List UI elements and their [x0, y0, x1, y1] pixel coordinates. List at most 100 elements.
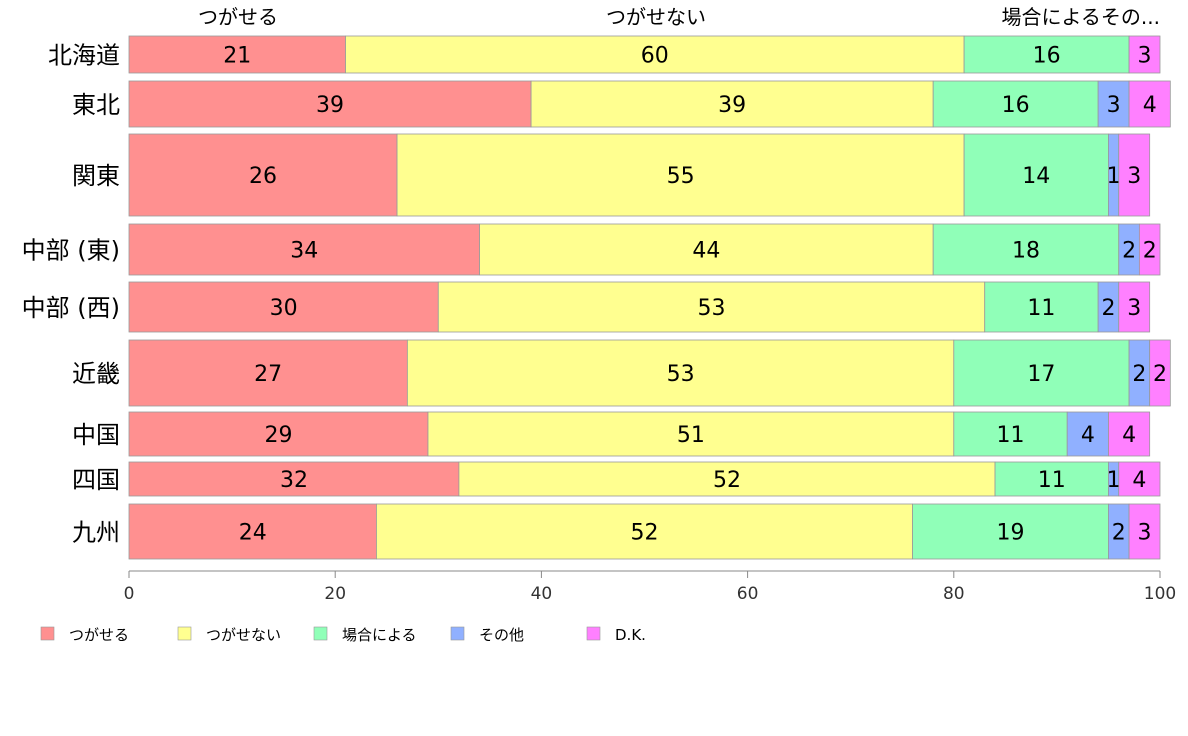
data-label: 2 [1122, 239, 1136, 264]
bar-segment [1138, 223, 1161, 276]
data-label: 4 [1143, 93, 1157, 118]
data-label: 16 [1033, 44, 1061, 69]
bar-segment [953, 411, 1068, 457]
x-axis: 0 20 40 60 80 100 [124, 570, 1176, 604]
category-label: 九州 [72, 519, 120, 547]
bar-segment [530, 80, 934, 128]
category-label: 関東 [72, 162, 120, 190]
bar-segment [953, 339, 1130, 407]
data-label: 27 [254, 362, 282, 387]
bar-segment [128, 281, 439, 333]
bar-segment [128, 461, 460, 497]
bar-segment [1128, 503, 1161, 560]
data-label: 11 [1027, 296, 1055, 321]
data-label: 44 [692, 239, 720, 264]
legend-swatch [177, 626, 192, 641]
data-label: 3 [1138, 521, 1152, 546]
column-header-labels: つがせる つがせない 場合によるその... [198, 5, 1160, 29]
bar-segment [912, 503, 1109, 560]
legend-label: D.K. [615, 626, 646, 644]
category-label: 近畿 [72, 360, 120, 388]
top-label-0: つがせる [198, 5, 278, 29]
data-label: 2 [1132, 362, 1146, 387]
bar-segment [1118, 133, 1151, 217]
bar-segment [128, 411, 429, 457]
data-label: 14 [1022, 164, 1050, 189]
data-label: 2 [1153, 362, 1167, 387]
bar-segment [128, 133, 398, 217]
data-label: 3 [1127, 296, 1141, 321]
bar-segment [1149, 339, 1171, 407]
top-label-1: つがせない [606, 5, 706, 29]
data-label: 39 [718, 93, 746, 118]
data-label: 53 [667, 362, 695, 387]
bar-segment [437, 281, 986, 333]
x-tick-label: 80 [943, 584, 965, 604]
category-label: 中部 (西) [22, 294, 120, 322]
data-label: 39 [316, 93, 344, 118]
category-label: 中部 (東) [22, 237, 120, 265]
data-label: 53 [698, 296, 726, 321]
data-label: 55 [667, 164, 695, 189]
data-label: 1 [1107, 164, 1121, 189]
bar-segment [376, 503, 913, 560]
bar-segment [406, 339, 955, 407]
data-label: 3 [1138, 44, 1152, 69]
legend-label: 場合による [342, 626, 417, 644]
legend-swatch [450, 626, 465, 641]
category-label: 中国 [72, 421, 120, 449]
bar-segment [458, 461, 996, 497]
data-label: 52 [631, 521, 659, 546]
bar-segment [1128, 80, 1171, 128]
data-label: 4 [1081, 423, 1095, 448]
bar-segment [963, 35, 1130, 74]
bar-segment [128, 503, 377, 560]
legend-label: その他 [479, 626, 524, 644]
bar-segment [128, 339, 408, 407]
bar-segment [128, 223, 480, 276]
bar-segment [994, 461, 1109, 497]
bar-segment [479, 223, 934, 276]
legend-label: つがせる [69, 626, 129, 644]
x-tick-label: 100 [1144, 584, 1176, 604]
data-label: 1 [1107, 468, 1121, 493]
data-label: 19 [997, 521, 1025, 546]
bar-segment [345, 35, 965, 74]
legend-swatch [313, 626, 328, 641]
legend-swatch [586, 626, 601, 641]
data-label: 24 [239, 521, 267, 546]
bar-segment [1118, 461, 1161, 497]
bar-segment [932, 80, 1099, 128]
data-label: 29 [264, 423, 292, 448]
bar-segment [427, 411, 955, 457]
data-label: 16 [1002, 93, 1030, 118]
bar-segment [128, 80, 532, 128]
data-label: 2 [1112, 521, 1126, 546]
data-label: 4 [1122, 423, 1136, 448]
category-label: 四国 [72, 466, 120, 494]
data-label: 30 [270, 296, 298, 321]
data-label: 11 [997, 423, 1025, 448]
bar-segment [1108, 411, 1151, 457]
x-tick-label: 20 [324, 584, 346, 604]
data-label: 60 [641, 44, 669, 69]
data-label: 52 [713, 468, 741, 493]
x-tick-label: 60 [737, 584, 759, 604]
data-label: 17 [1027, 362, 1055, 387]
data-label: 18 [1012, 239, 1040, 264]
data-label: 32 [280, 468, 308, 493]
category-label: 東北 [72, 91, 120, 119]
bar-segment [932, 223, 1120, 276]
data-label: 51 [677, 423, 705, 448]
data-label: 3 [1107, 93, 1121, 118]
x-tick-label: 0 [124, 584, 135, 604]
legend-label: つがせない [206, 626, 281, 644]
top-label-2: 場合によるその... [1002, 5, 1160, 29]
bar-segment [1118, 281, 1151, 333]
legend: つがせる つがせない 場合による その他 D.K. [40, 626, 646, 644]
bar-segment [128, 35, 346, 74]
data-label: 26 [249, 164, 277, 189]
bar-segment [963, 133, 1109, 217]
